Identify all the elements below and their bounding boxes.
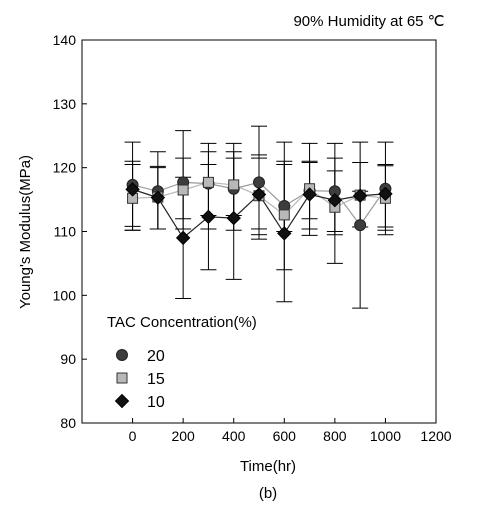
x-axis-label: Time(hr) <box>240 458 296 475</box>
legend-label-10: 10 <box>147 394 165 411</box>
data-point-10 <box>327 193 343 208</box>
data-point-20 <box>253 176 265 189</box>
data-point-15 <box>278 209 290 221</box>
plot-area: 80 90 100 110 120 130 140 0 200 400 600 800 1000 1200 <box>53 32 452 444</box>
legend-label-15: 15 <box>147 371 165 388</box>
legend-label-20: 20 <box>147 348 165 365</box>
data-point-15 <box>228 179 240 191</box>
legend-title: TAC Concentration(%) <box>107 314 257 331</box>
legend: TAC Concentration(%) 20 15 10 <box>107 314 257 411</box>
data-point-10 <box>226 210 241 226</box>
data-point-15 <box>202 176 214 188</box>
data-point-10 <box>150 190 166 205</box>
y-tick-label: 100 <box>53 287 77 303</box>
data-point-10 <box>352 188 368 203</box>
data-point-10 <box>302 187 317 202</box>
figure-caption: (b) <box>259 485 277 502</box>
x-tick-label: 200 <box>171 428 195 444</box>
x-tick-label: 800 <box>323 428 347 444</box>
x-tick-label: 600 <box>273 428 297 444</box>
data-point-10 <box>175 230 191 246</box>
y-tick-label: 80 <box>60 415 76 431</box>
data-point-10 <box>125 182 140 197</box>
y-tick-label: 140 <box>53 32 77 48</box>
data-point-10 <box>251 187 267 202</box>
legend-marker-10 <box>114 393 130 409</box>
y-tick-label: 90 <box>60 351 76 367</box>
x-tick-label: 0 <box>129 428 137 444</box>
x-tick-label: 1000 <box>370 428 401 444</box>
y-axis-label: Young's Modulus(MPa) <box>17 155 34 309</box>
y-tick-label: 110 <box>54 224 77 240</box>
legend-marker-15 <box>116 372 128 384</box>
data-point-20 <box>354 219 367 232</box>
data-point-10 <box>201 209 216 225</box>
legend-marker-20 <box>116 349 128 361</box>
data-point-10 <box>277 226 292 241</box>
chart-title: 90% Humidity at 65 ℃ <box>293 13 444 30</box>
x-tick-label: 1200 <box>420 428 451 444</box>
x-tick-label: 400 <box>222 428 246 444</box>
data-point-15 <box>177 184 189 196</box>
data-point-10 <box>378 186 393 202</box>
y-tick-label: 120 <box>53 160 77 176</box>
y-tick-label: 130 <box>53 96 77 112</box>
